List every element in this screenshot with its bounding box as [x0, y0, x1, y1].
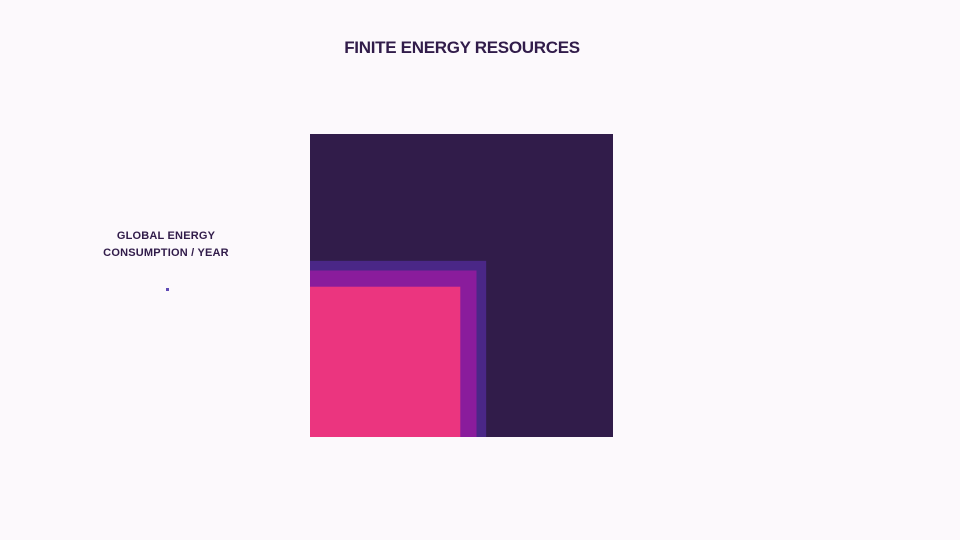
consumption-marker	[166, 288, 169, 291]
consumption-label-line-2: CONSUMPTION / YEAR	[103, 247, 229, 259]
chart-title: FINITE ENERGY RESOURCES	[344, 38, 580, 57]
consumption-label-line-1: GLOBAL ENERGY	[116, 230, 216, 242]
resource-square-4	[310, 286, 461, 437]
consumption-label: GLOBAL ENERGY CONSUMPTION / YEAR	[76, 228, 256, 262]
